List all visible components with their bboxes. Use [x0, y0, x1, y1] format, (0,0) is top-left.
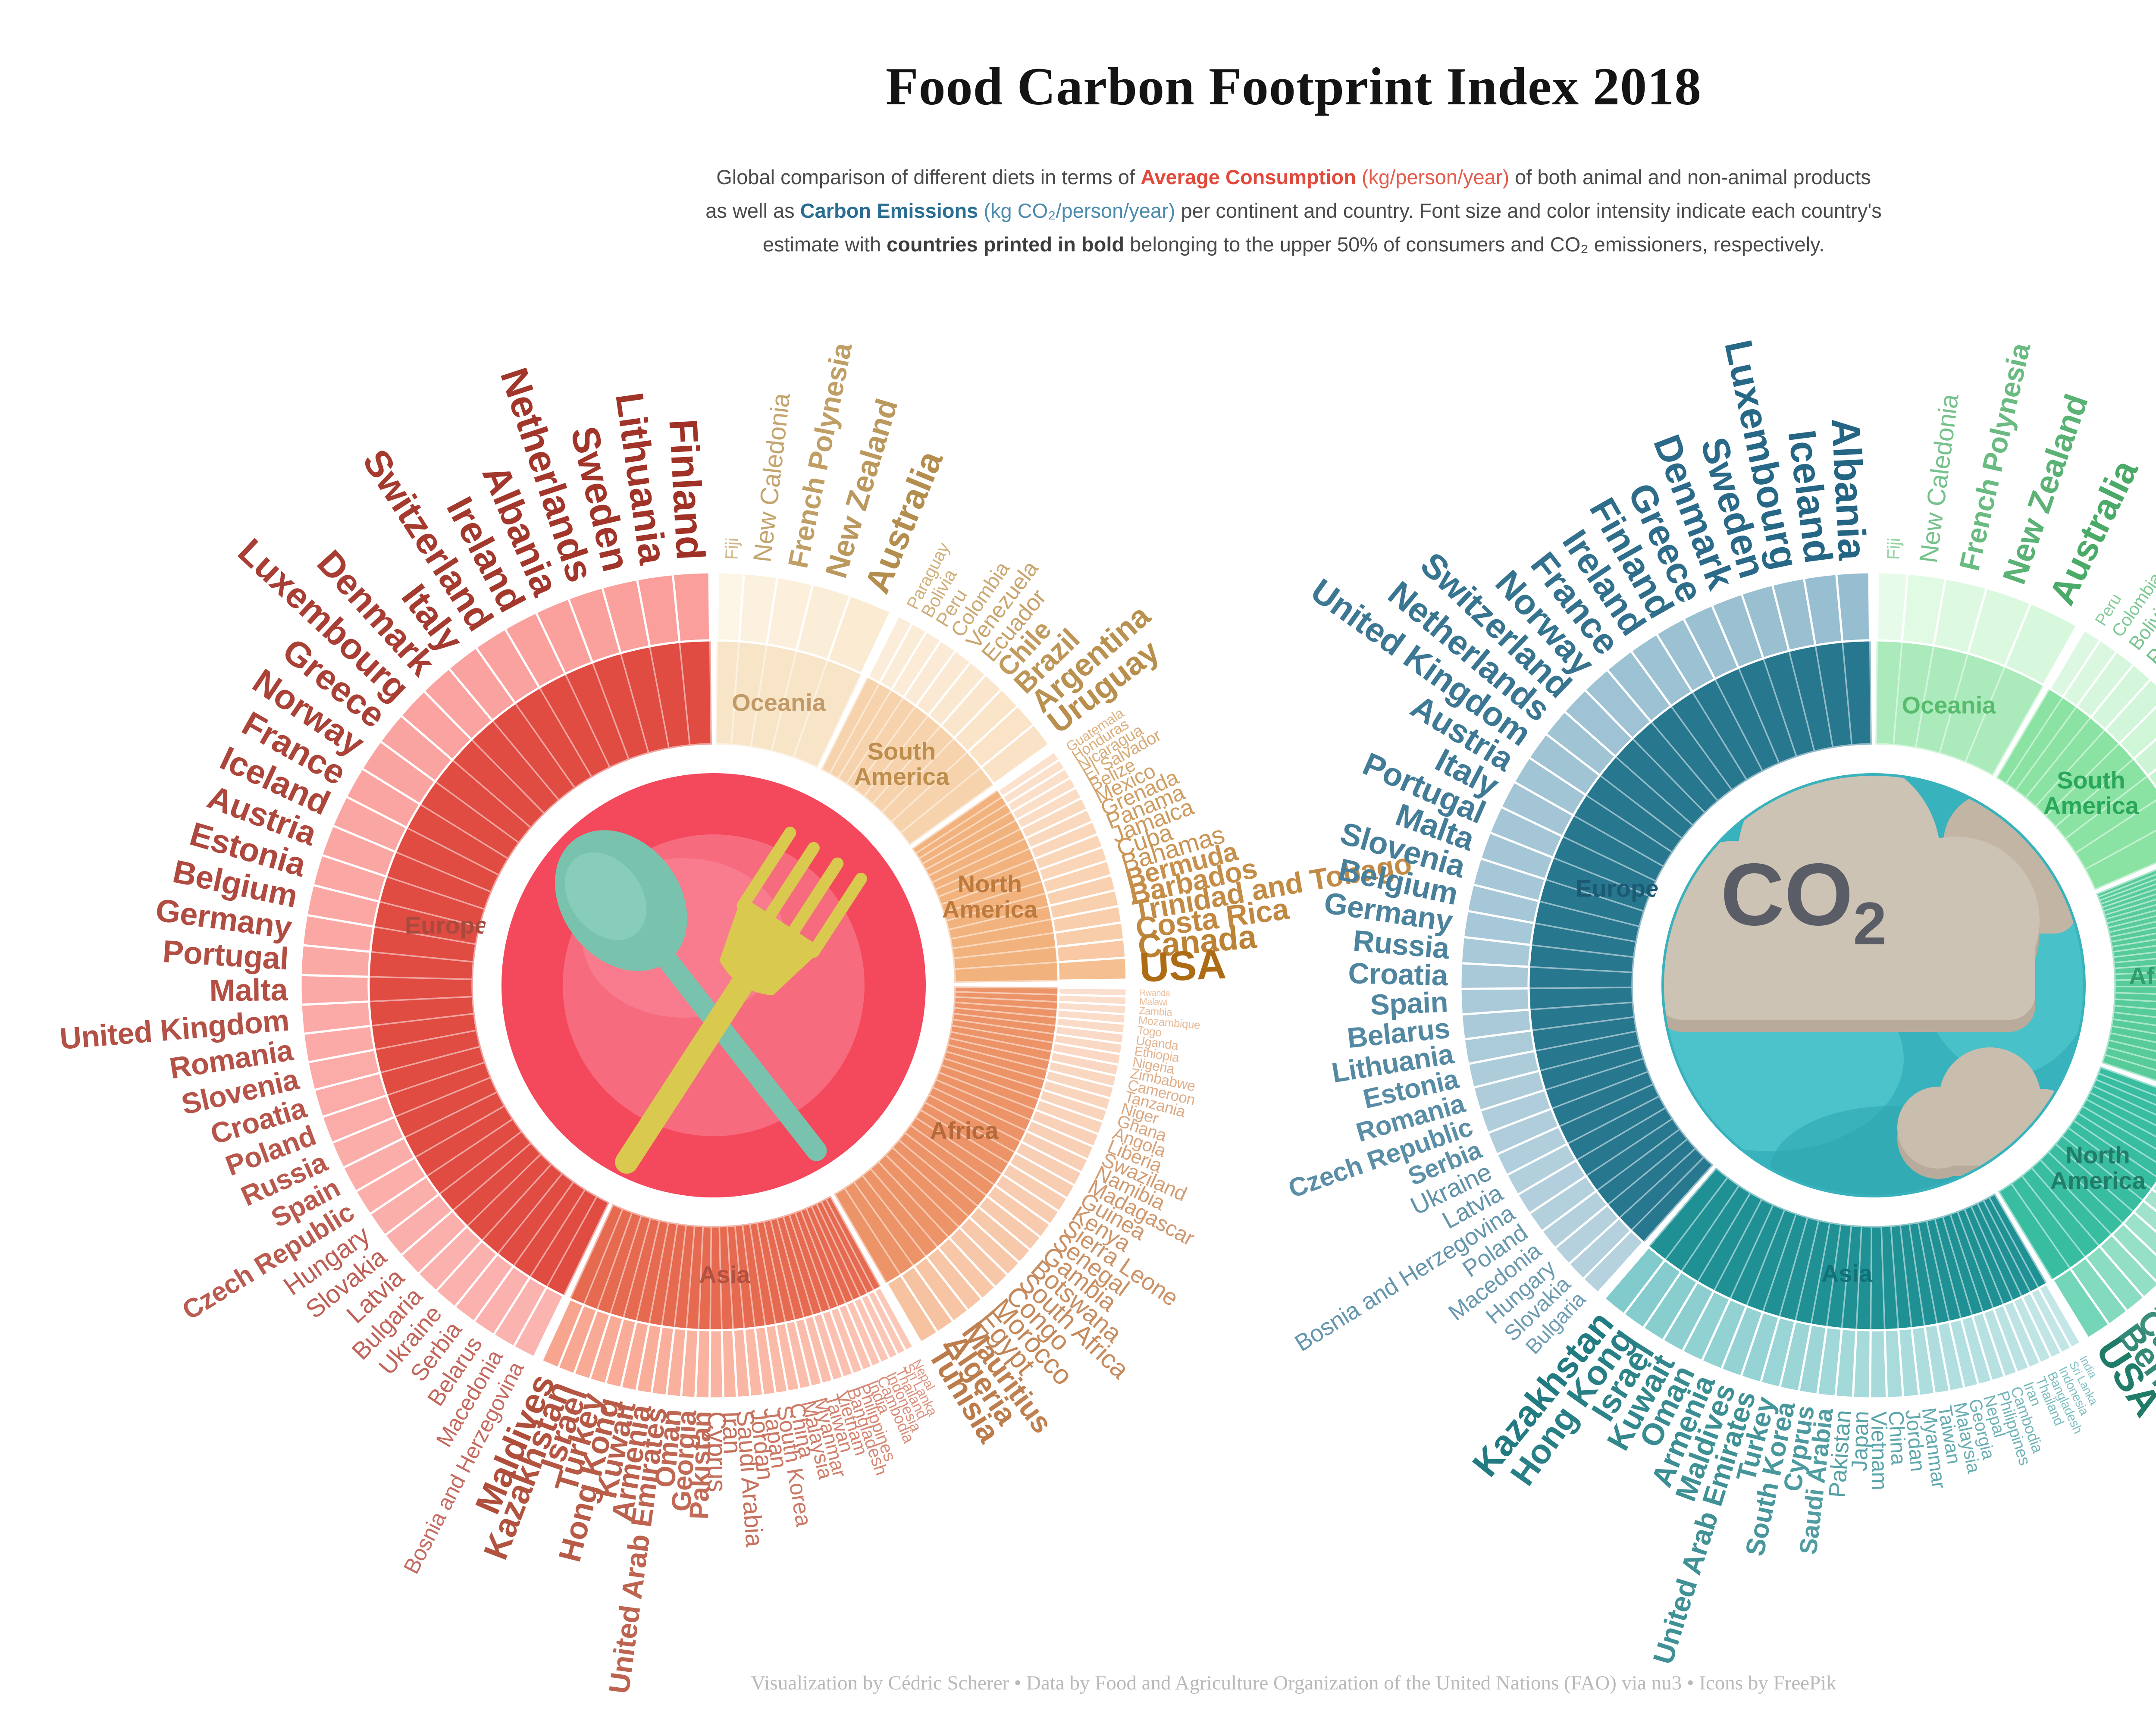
continent-label: South America	[854, 737, 950, 790]
country-label: Georgia	[666, 1409, 702, 1513]
country-wedge	[671, 571, 711, 643]
country-label: Fiji	[1883, 538, 1904, 560]
subtitle-segment: Average Consumption	[1141, 166, 1356, 188]
country-label: Rwanda	[1140, 988, 1171, 998]
page-subtitle: Global comparison of different diets in …	[0, 160, 2156, 261]
country-label: Fiji	[721, 538, 742, 560]
country-label: Togo	[1137, 1024, 1162, 1039]
country-wedge	[885, 1273, 939, 1344]
subtitle-segment: Global comparison of different diets in …	[716, 166, 1141, 188]
country-label: Zambia	[1138, 1005, 1173, 1019]
subtitle-segment	[978, 199, 984, 222]
country-label: Oman	[649, 1408, 687, 1489]
subtitle-segment: (kg/person/year)	[1361, 166, 1510, 188]
country-label: Finland	[661, 418, 713, 561]
country-label: Albania	[1823, 417, 1874, 561]
country-wedge	[540, 1297, 585, 1369]
country-label: China	[1884, 1410, 1910, 1466]
continent-label: Asia	[699, 1261, 750, 1288]
country-label: Croatia	[1348, 957, 1449, 992]
country-label: Pakistan	[684, 1411, 717, 1520]
subtitle-segment: Carbon Emissions	[800, 199, 978, 222]
country-label: USA	[1138, 941, 1227, 991]
country-wedge	[1869, 1329, 1888, 1400]
subtitle-segment: belonging to the upper 50% of consumers …	[1124, 233, 1825, 256]
co2-cloud-icon: CO2	[1661, 773, 2086, 1197]
country-label: Portugal	[162, 934, 289, 977]
subtitle-segment	[1356, 166, 1362, 188]
spoon-icon	[555, 830, 827, 1161]
country-wedge	[1056, 956, 1128, 982]
country-label: Cyprus	[702, 1411, 732, 1492]
country-wedge	[1459, 987, 1531, 1016]
continent-ring-wedge	[368, 976, 473, 1003]
continent-label: Europe	[1576, 875, 1659, 902]
country-wedge	[1835, 571, 1871, 643]
subtitle-segment: per continent and country. Font size and…	[762, 199, 1882, 256]
cloud-shape	[1664, 776, 2040, 1020]
country-label: Spain	[1369, 986, 1448, 1021]
continent-label: Asia	[1821, 1260, 1873, 1287]
continent-ring-wedge	[1870, 1225, 1886, 1331]
country-label: Jordan	[1901, 1409, 1929, 1473]
country-wedge	[708, 1329, 725, 1400]
country-label: New Caledonia	[1914, 392, 1964, 565]
continent-ring-wedge	[2101, 1053, 2156, 1081]
continent-label: Oceania	[732, 689, 826, 716]
continent-ring-wedge	[2084, 830, 2156, 890]
plate-fork-spoon-icon	[501, 773, 926, 1197]
continent-label: North America	[942, 870, 1038, 923]
country-wedge	[826, 594, 892, 675]
subtitle-segment: (kg CO₂/person/year)	[984, 199, 1175, 222]
country-wedge	[979, 723, 1051, 786]
country-label: Pakistan	[1824, 1409, 1856, 1498]
continent-label: South America	[2043, 767, 2139, 819]
country-label: Japan	[1847, 1411, 1874, 1472]
continent-label: North America	[2050, 1141, 2146, 1194]
country-label: Vietnam	[1867, 1411, 1892, 1490]
continent-label: Africa	[2129, 962, 2156, 989]
country-wedge	[299, 974, 370, 1006]
country-wedge	[1603, 1245, 1667, 1316]
footer-credit: Visualization by Cédric Scherer • Data b…	[751, 1672, 1836, 1694]
country-label: Malta	[209, 973, 288, 1008]
country-label: Malawi	[1139, 996, 1168, 1008]
country-wedge	[2146, 768, 2156, 790]
subtitle-segment: countries printed in bold	[887, 233, 1125, 256]
country-wedge	[2003, 602, 2079, 687]
continent-label: Europe	[405, 912, 488, 939]
continent-label: Africa	[930, 1117, 999, 1144]
country-label: Russia	[1352, 924, 1451, 965]
country-label: Iran	[717, 1410, 747, 1454]
continent-label: Oceania	[1902, 692, 1996, 719]
fork-icon	[615, 827, 867, 1174]
country-wedge	[2051, 1267, 2111, 1340]
subtitle-segment: of both animal and non-animal products a…	[705, 166, 1871, 222]
page-title: Food Carbon Footprint Index 2018	[885, 57, 1702, 116]
